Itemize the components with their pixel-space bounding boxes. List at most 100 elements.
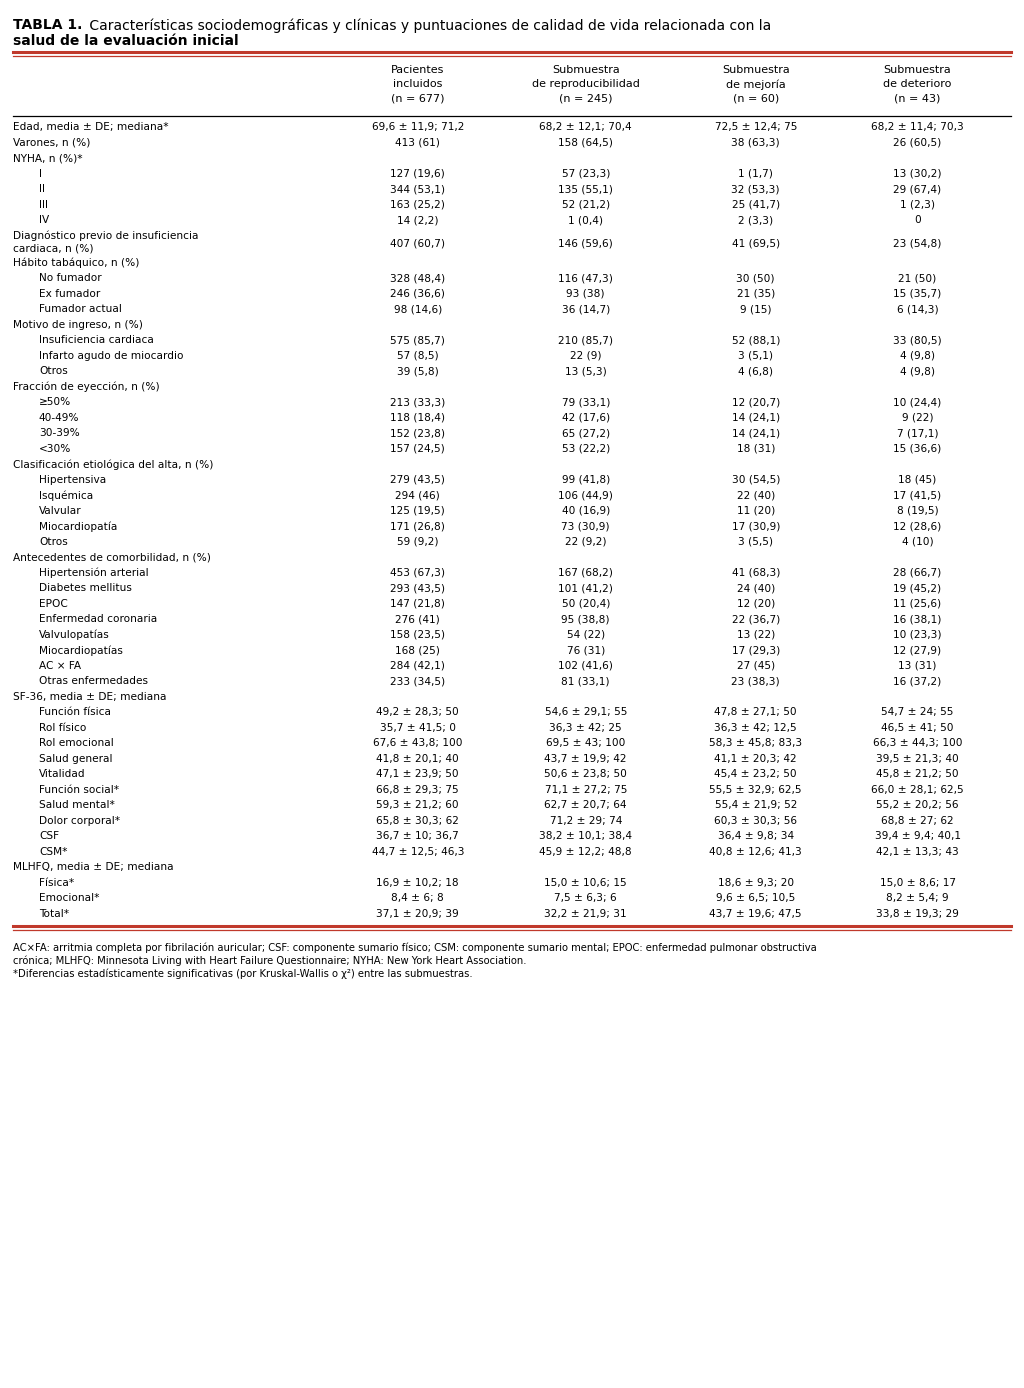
Text: 66,8 ± 29,3; 75: 66,8 ± 29,3; 75 (377, 784, 459, 794)
Text: Pacientes: Pacientes (391, 65, 444, 75)
Text: 60,3 ± 30,3; 56: 60,3 ± 30,3; 56 (714, 816, 798, 826)
Text: 168 (25): 168 (25) (395, 645, 440, 655)
Text: Motivo de ingreso, n (%): Motivo de ingreso, n (%) (13, 319, 143, 329)
Text: 22 (9): 22 (9) (570, 351, 601, 361)
Text: II: II (39, 185, 45, 194)
Text: Física*: Física* (39, 877, 74, 887)
Text: 25 (41,7): 25 (41,7) (732, 200, 779, 210)
Text: 4 (6,8): 4 (6,8) (738, 366, 773, 376)
Text: 102 (41,6): 102 (41,6) (558, 661, 613, 670)
Text: Diagnóstico previo de insuficiencia: Diagnóstico previo de insuficiencia (13, 230, 199, 242)
Text: Dolor corporal*: Dolor corporal* (39, 816, 120, 826)
Text: 4 (10): 4 (10) (902, 537, 933, 547)
Text: Isquémica: Isquémica (39, 490, 93, 501)
Text: 246 (36,6): 246 (36,6) (390, 289, 445, 298)
Text: 1 (0,4): 1 (0,4) (568, 215, 603, 225)
Text: 36,7 ± 10; 36,7: 36,7 ± 10; 36,7 (377, 831, 459, 841)
Text: 284 (42,1): 284 (42,1) (390, 661, 445, 670)
Text: 21 (35): 21 (35) (736, 289, 775, 298)
Text: III: III (39, 200, 48, 210)
Text: 50,6 ± 23,8; 50: 50,6 ± 23,8; 50 (545, 769, 627, 779)
Text: incluidos: incluidos (393, 79, 442, 89)
Text: 47,1 ± 23,9; 50: 47,1 ± 23,9; 50 (377, 769, 459, 779)
Text: 16 (37,2): 16 (37,2) (893, 676, 942, 686)
Text: 15,0 ± 10,6; 15: 15,0 ± 10,6; 15 (545, 877, 627, 887)
Text: No fumador: No fumador (39, 273, 101, 283)
Text: 3 (5,5): 3 (5,5) (738, 537, 773, 547)
Text: 16 (38,1): 16 (38,1) (893, 613, 942, 625)
Text: 276 (41): 276 (41) (395, 613, 440, 625)
Text: 41,8 ± 20,1; 40: 41,8 ± 20,1; 40 (377, 754, 459, 763)
Text: 45,4 ± 23,2; 50: 45,4 ± 23,2; 50 (715, 769, 797, 779)
Text: SF-36, media ± DE; mediana: SF-36, media ± DE; mediana (13, 691, 167, 701)
Text: de deterioro: de deterioro (884, 79, 951, 89)
Text: Insuficiencia cardiaca: Insuficiencia cardiaca (39, 335, 154, 346)
Text: 54 (22): 54 (22) (566, 630, 605, 640)
Text: 12 (20): 12 (20) (736, 598, 775, 608)
Text: EPOC: EPOC (39, 598, 68, 608)
Text: 36,4 ± 9,8; 34: 36,4 ± 9,8; 34 (718, 831, 794, 841)
Text: 27 (45): 27 (45) (736, 661, 775, 670)
Text: 65,8 ± 30,3; 62: 65,8 ± 30,3; 62 (377, 816, 459, 826)
Text: 127 (19,6): 127 (19,6) (390, 168, 445, 179)
Text: TABLA 1.: TABLA 1. (13, 18, 82, 32)
Text: 22 (9,2): 22 (9,2) (565, 537, 606, 547)
Text: 14 (24,1): 14 (24,1) (732, 412, 779, 422)
Text: 45,8 ± 21,2; 50: 45,8 ± 21,2; 50 (877, 769, 958, 779)
Text: CSM*: CSM* (39, 847, 68, 856)
Text: 55,5 ± 32,9; 62,5: 55,5 ± 32,9; 62,5 (710, 784, 802, 794)
Text: 59,3 ± 21,2; 60: 59,3 ± 21,2; 60 (377, 799, 459, 811)
Text: Función social*: Función social* (39, 784, 119, 794)
Text: 152 (23,8): 152 (23,8) (390, 428, 445, 439)
Text: (n = 60): (n = 60) (732, 93, 779, 103)
Text: Características sociodemográficas y clínicas y puntuaciones de calidad de vida r: Características sociodemográficas y clín… (85, 18, 771, 32)
Text: 50 (20,4): 50 (20,4) (561, 598, 610, 608)
Text: Otros: Otros (39, 537, 68, 547)
Text: 12 (28,6): 12 (28,6) (893, 520, 942, 532)
Text: 11 (20): 11 (20) (736, 505, 775, 515)
Text: Submuestra: Submuestra (884, 65, 951, 75)
Text: Valvulopatías: Valvulopatías (39, 630, 110, 640)
Text: 41 (68,3): 41 (68,3) (731, 568, 780, 577)
Text: 171 (26,8): 171 (26,8) (390, 520, 445, 532)
Text: 33,8 ± 19,3; 29: 33,8 ± 19,3; 29 (877, 909, 958, 919)
Text: 53 (22,2): 53 (22,2) (561, 444, 610, 454)
Text: 413 (61): 413 (61) (395, 137, 440, 147)
Text: Submuestra: Submuestra (722, 65, 790, 75)
Text: 4 (9,8): 4 (9,8) (900, 366, 935, 376)
Text: Otras enfermedades: Otras enfermedades (39, 676, 147, 686)
Text: 125 (19,5): 125 (19,5) (390, 505, 445, 515)
Text: 68,2 ± 11,4; 70,3: 68,2 ± 11,4; 70,3 (871, 122, 964, 132)
Text: *Diferencias estadísticamente significativas (por Kruskal-Wallis o χ²) entre las: *Diferencias estadísticamente significat… (13, 967, 473, 979)
Text: (n = 677): (n = 677) (391, 93, 444, 103)
Text: 46,5 ± 41; 50: 46,5 ± 41; 50 (882, 723, 953, 733)
Text: 14 (24,1): 14 (24,1) (732, 428, 779, 439)
Text: Varones, n (%): Varones, n (%) (13, 137, 91, 147)
Text: 10 (23,3): 10 (23,3) (893, 630, 942, 640)
Text: 30 (50): 30 (50) (736, 273, 775, 283)
Text: 41 (69,5): 41 (69,5) (732, 239, 779, 248)
Text: 163 (25,2): 163 (25,2) (390, 200, 445, 210)
Text: Fumador actual: Fumador actual (39, 304, 122, 314)
Text: 57 (8,5): 57 (8,5) (397, 351, 438, 361)
Text: 26 (60,5): 26 (60,5) (893, 137, 942, 147)
Text: 158 (64,5): 158 (64,5) (558, 137, 613, 147)
Text: 147 (21,8): 147 (21,8) (390, 598, 445, 608)
Text: 21 (50): 21 (50) (898, 273, 937, 283)
Text: 8,4 ± 6; 8: 8,4 ± 6; 8 (391, 892, 444, 904)
Text: 99 (41,8): 99 (41,8) (561, 475, 610, 484)
Text: 72,5 ± 12,4; 75: 72,5 ± 12,4; 75 (715, 122, 797, 132)
Text: 36,3 ± 42; 25: 36,3 ± 42; 25 (550, 723, 622, 733)
Text: Fracción de eyección, n (%): Fracción de eyección, n (%) (13, 382, 160, 393)
Text: 43,7 ± 19,9; 42: 43,7 ± 19,9; 42 (545, 754, 627, 763)
Text: 55,4 ± 21,9; 52: 55,4 ± 21,9; 52 (715, 799, 797, 811)
Text: Vitalidad: Vitalidad (39, 769, 86, 779)
Text: Submuestra: Submuestra (552, 65, 620, 75)
Text: de reproducibilidad: de reproducibilidad (531, 79, 640, 89)
Text: 23 (54,8): 23 (54,8) (893, 239, 942, 248)
Text: I: I (39, 168, 42, 179)
Text: IV: IV (39, 215, 49, 225)
Text: 35,7 ± 41,5; 0: 35,7 ± 41,5; 0 (380, 723, 456, 733)
Text: 9 (22): 9 (22) (902, 412, 933, 422)
Text: 15 (36,6): 15 (36,6) (893, 444, 942, 454)
